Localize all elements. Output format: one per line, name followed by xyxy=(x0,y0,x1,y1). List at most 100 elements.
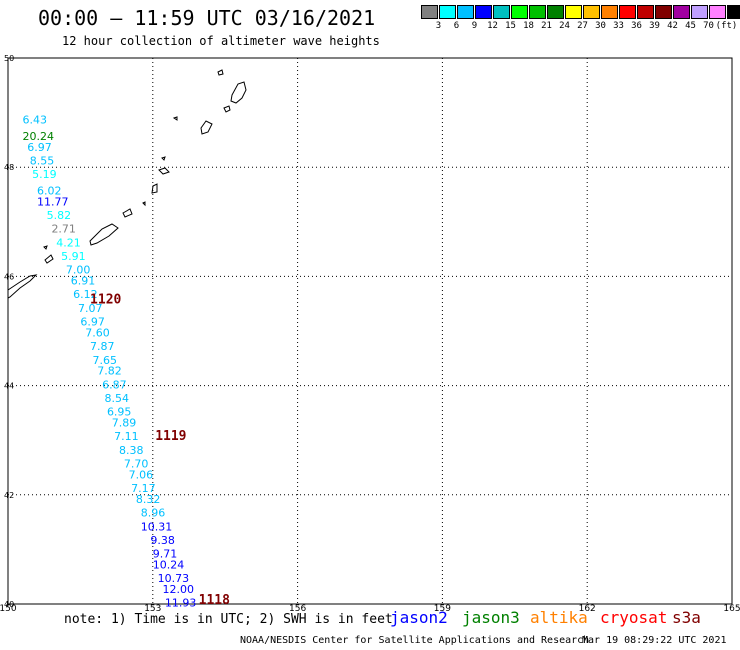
legend-label: 36 xyxy=(631,21,642,31)
island-13 xyxy=(44,254,54,264)
wave-height-reading: 6.91 xyxy=(71,275,96,288)
legend-label: 6 xyxy=(453,21,460,31)
legend-label: 21 xyxy=(541,21,552,31)
pass-time-label: 1118 xyxy=(199,593,230,608)
legend-swatch xyxy=(493,5,510,19)
pass-time-label: 1120 xyxy=(90,293,121,308)
wave-height-reading: 20.24 xyxy=(22,130,54,143)
wave-height-reading: 6.12 xyxy=(73,288,98,301)
legend-label: 12 xyxy=(487,21,498,31)
legend-label: 70 xyxy=(703,21,714,31)
lat-tick-label: 50 xyxy=(4,54,14,63)
island-3 xyxy=(223,105,231,113)
lon-tick-label: 162 xyxy=(579,604,596,614)
pass-time-label: 1119 xyxy=(155,429,186,444)
legend-labels: 3 6 9 12 15 18 21 24 27 30 33 36 39 42 45 70 (ft) xyxy=(421,19,740,33)
mission-label-jason3: jason3 xyxy=(462,608,520,627)
legend-swatch xyxy=(529,5,546,19)
wave-height-reading: 10.73 xyxy=(158,572,190,585)
legend-label: 24 xyxy=(559,21,570,31)
mission-label-cryosat: cryosat xyxy=(600,608,668,627)
legend-label: 45 xyxy=(685,21,696,31)
wave-height-reading: 7.60 xyxy=(85,326,110,339)
lat-tick-label: 42 xyxy=(4,491,14,500)
legend-label: (ft) xyxy=(715,21,738,31)
legend-swatch xyxy=(727,5,740,19)
legend-swatch xyxy=(457,5,474,19)
legend-label: 39 xyxy=(649,21,660,31)
wave-height-readings: 6.4320.246.978.555.196.0211.775.822.714.… xyxy=(22,114,196,610)
legend-label: 15 xyxy=(505,21,516,31)
legend-label: 42 xyxy=(667,21,678,31)
wave-height-reading: 6.97 xyxy=(27,141,52,154)
wave-height-reading: 9.38 xyxy=(150,534,175,547)
legend-swatches xyxy=(421,5,740,19)
wave-height-reading: 8.32 xyxy=(136,493,161,506)
wave-height-reading: 8.54 xyxy=(105,392,129,405)
generated-timestamp: Mar 19 08:29:22 UTC 2021 xyxy=(582,635,727,646)
island-8 xyxy=(151,183,158,194)
wave-height-reading: 5.82 xyxy=(47,209,72,222)
map-frame xyxy=(7,57,733,605)
legend-swatch xyxy=(655,5,672,19)
lon-tick-label: 159 xyxy=(434,604,451,614)
wave-height-reading: 7.00 xyxy=(66,264,91,277)
legend-swatch xyxy=(637,5,654,19)
wave-height-reading: 11.77 xyxy=(37,195,69,208)
legend-swatch xyxy=(691,5,708,19)
wave-height-reading: 7.17 xyxy=(131,482,156,495)
wave-height-reading: 8.38 xyxy=(119,444,144,457)
lon-tick-label: 153 xyxy=(144,604,161,614)
island-2 xyxy=(230,81,247,104)
mission-label-altika: altika xyxy=(530,608,588,627)
wave-height-reading: 9.71 xyxy=(153,548,178,561)
note-text: note: 1) Time is in UTC; 2) SWH is in fe… xyxy=(64,612,393,627)
island-1 xyxy=(217,69,224,76)
wave-height-reading: 10.24 xyxy=(153,559,185,572)
wave-height-reading: 6.95 xyxy=(107,406,131,419)
island-6 xyxy=(161,156,166,161)
lat-tick-label: 40 xyxy=(4,600,14,609)
lat-tick-label: 48 xyxy=(4,163,14,172)
map-subtitle: 12 hour collection of altimeter wave hei… xyxy=(62,34,380,48)
mission-label-s3a: s3a xyxy=(672,608,701,627)
time-labels: 1120 1119 1118 xyxy=(90,293,230,608)
mission-label-jason2: jason2 xyxy=(390,608,448,627)
legend-swatch xyxy=(421,5,438,19)
wave-height-reading: 10.31 xyxy=(141,520,173,533)
lon-tick-label: 156 xyxy=(289,604,306,614)
wave-height-reading: 7.06 xyxy=(129,468,154,481)
island-7 xyxy=(158,167,170,175)
wave-height-reading: 12.00 xyxy=(162,583,194,596)
legend-swatch xyxy=(583,5,600,19)
lon-tick-label: 150 xyxy=(0,604,17,614)
legend-label: 27 xyxy=(577,21,588,31)
wave-height-reading: 7.07 xyxy=(78,302,103,315)
wave-height-reading: 6.97 xyxy=(80,316,105,329)
legend-label: 30 xyxy=(595,21,606,31)
wave-height-reading: 5.91 xyxy=(61,250,86,263)
legend-swatch xyxy=(601,5,618,19)
wave-height-reading: 11.93 xyxy=(165,597,197,610)
legend-label: 33 xyxy=(613,21,624,31)
island-9 xyxy=(142,201,146,207)
legend-label: 3 xyxy=(435,21,442,31)
credit-text: NOAA/NESDIS Center for Satellite Applica… xyxy=(240,635,590,646)
color-legend: 3 6 9 12 15 18 21 24 27 30 33 36 39 42 45 70 (ft) xyxy=(421,5,740,33)
wave-height-reading: 6.87 xyxy=(102,378,127,391)
legend-swatch xyxy=(709,5,726,19)
legend-swatch xyxy=(547,5,564,19)
legend-label: 18 xyxy=(523,21,534,31)
island-5 xyxy=(172,116,178,121)
legend-swatch xyxy=(511,5,528,19)
legend-swatch xyxy=(475,5,492,19)
legend-label: 9 xyxy=(471,21,478,31)
map-title: 00:00 – 11:59 UTC 03/16/2021 xyxy=(38,6,376,30)
mainland-coast xyxy=(7,274,38,299)
lat-tick-label: 44 xyxy=(4,382,14,391)
legend-swatch xyxy=(565,5,582,19)
wave-height-reading: 8.55 xyxy=(30,154,55,167)
wave-height-reading: 7.87 xyxy=(90,340,115,353)
wave-height-reading: 2.71 xyxy=(51,223,76,236)
island-12 xyxy=(43,245,48,250)
